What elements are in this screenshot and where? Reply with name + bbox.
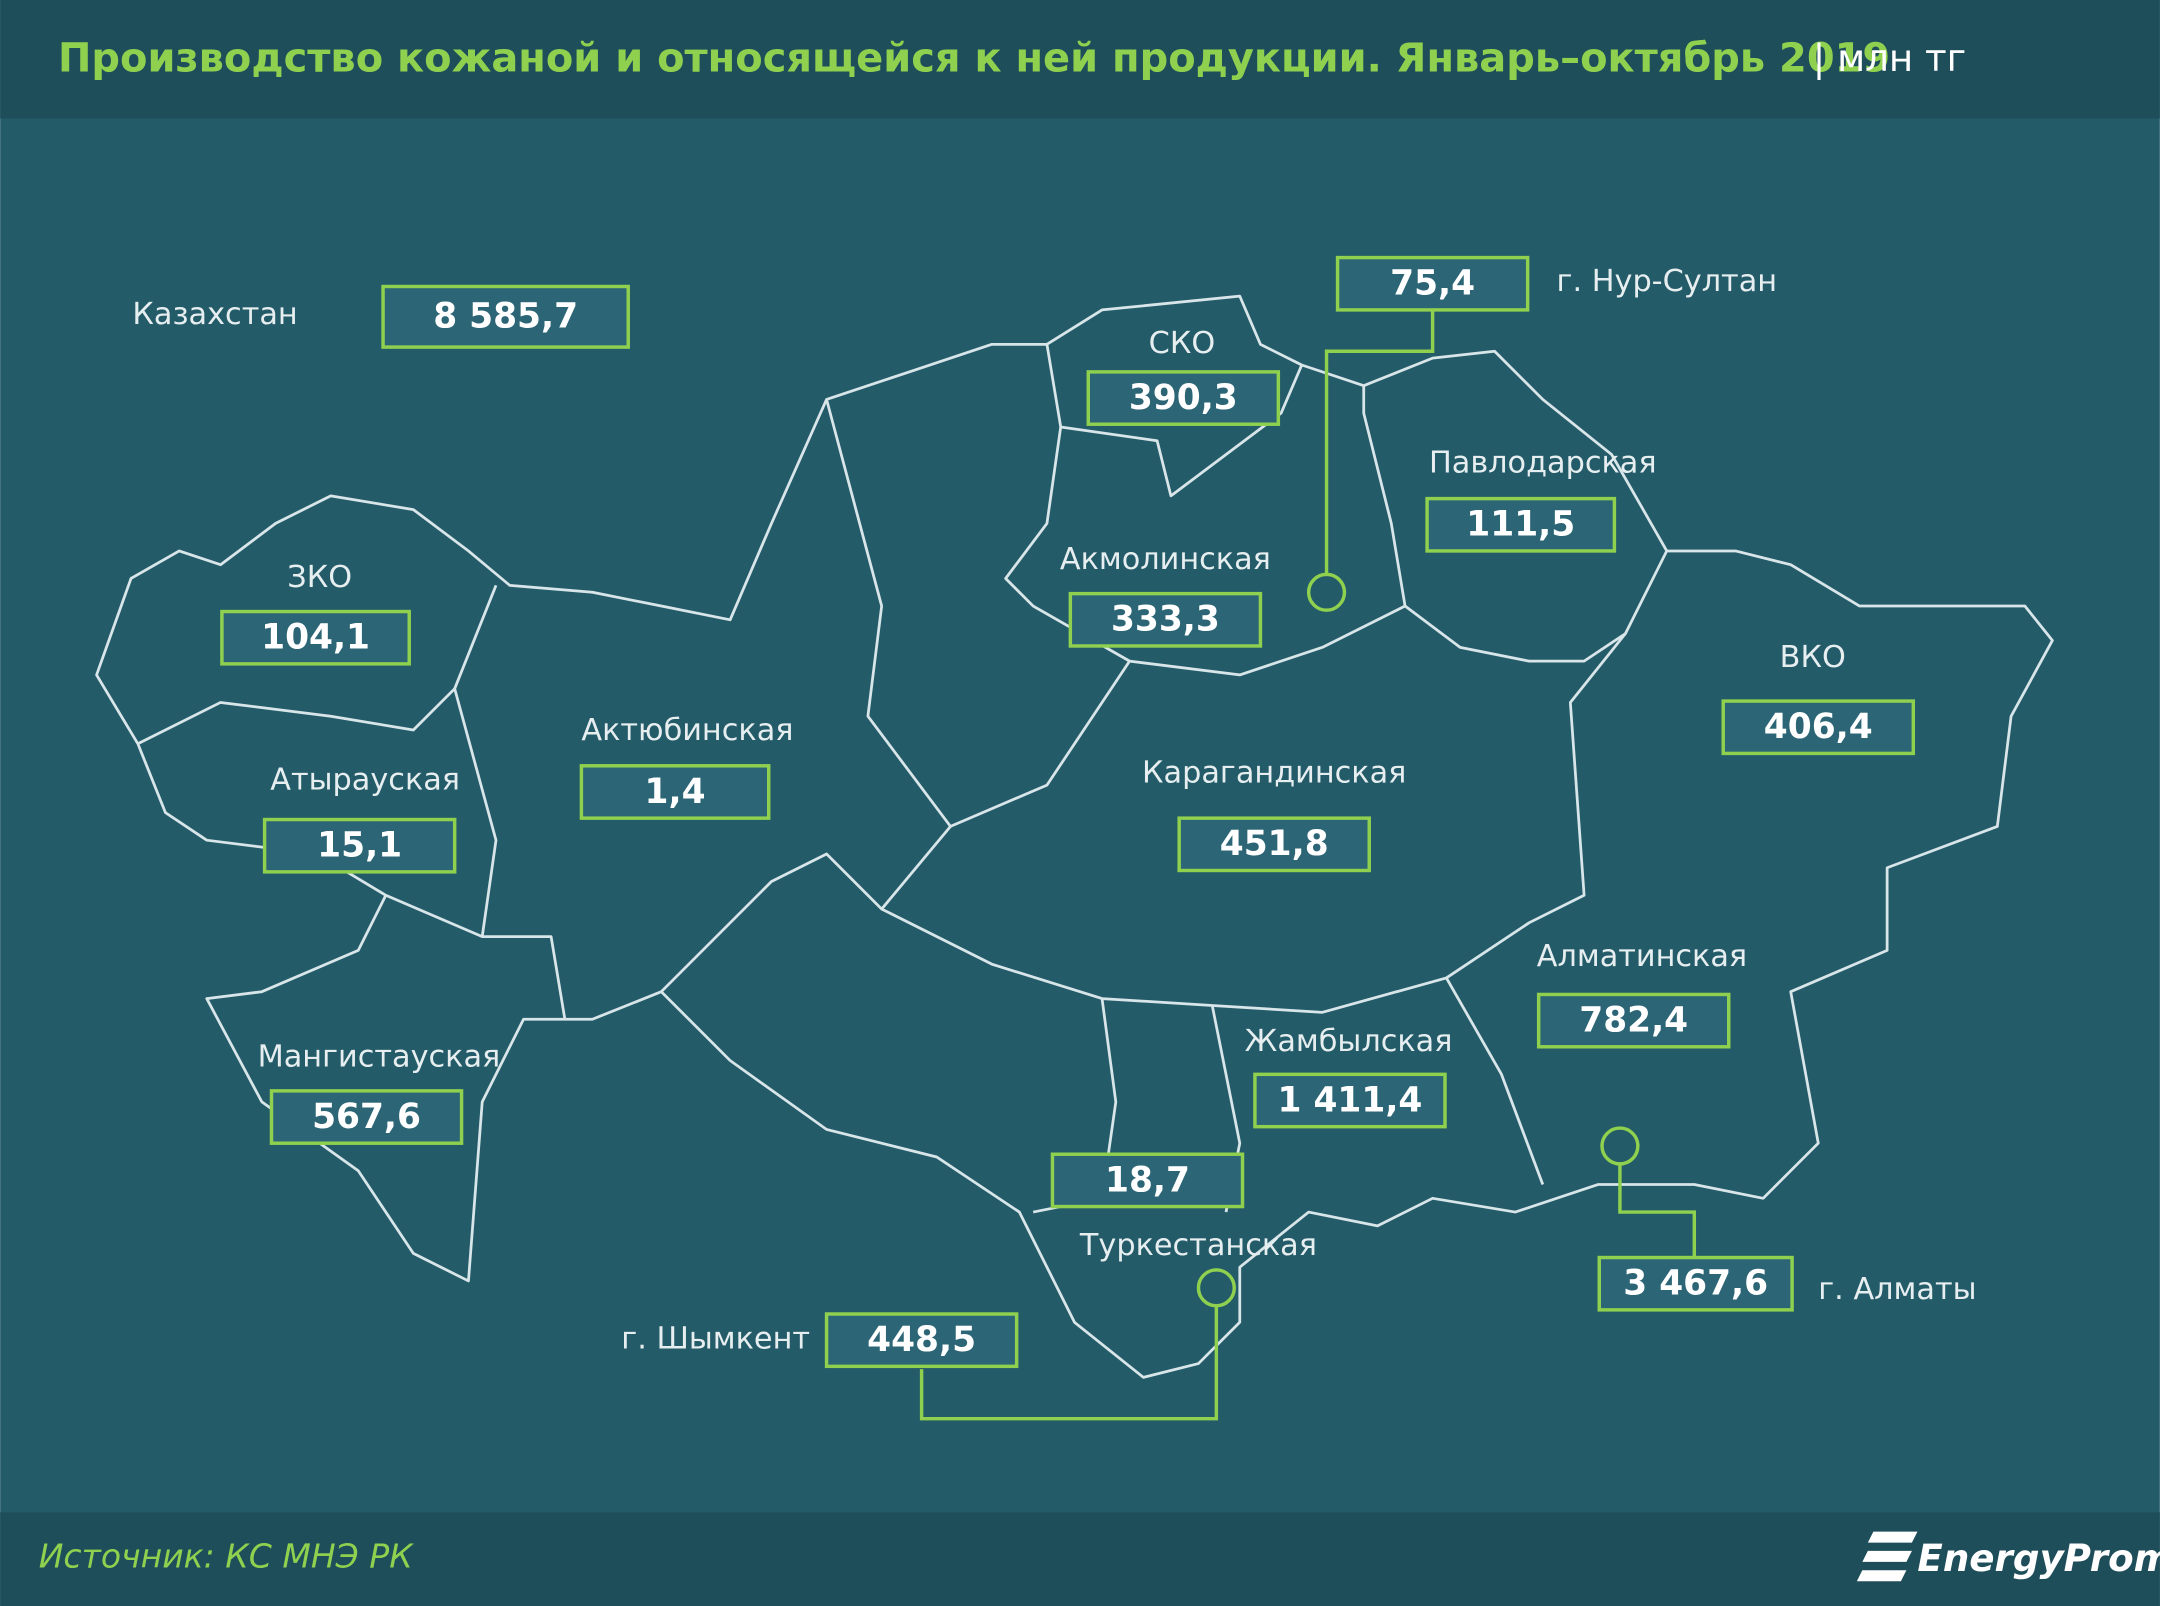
region-name: Актюбинская <box>581 713 793 748</box>
city-marker <box>1306 572 1347 612</box>
region-name: г. Нур-Султан <box>1557 264 1778 299</box>
value-box <box>1253 1072 1447 1129</box>
region-value: 1,4 <box>645 772 706 812</box>
region-value: 390,3 <box>1129 378 1238 418</box>
region-border <box>1445 977 1545 1186</box>
logo-text: EnergyProm <box>1917 1536 2160 1580</box>
region-name: Мангистауская <box>258 1039 501 1074</box>
region-name: Алматинская <box>1537 939 1747 974</box>
title-bar <box>0 0 2160 119</box>
source: Источник: КС МНЭ РК <box>39 1536 414 1575</box>
region-value: 3 467,6 <box>1623 1264 1768 1304</box>
region-name: г. Шымкент <box>621 1322 810 1357</box>
connector <box>1324 309 1435 575</box>
region-value: 448,5 <box>867 1320 976 1360</box>
footer-bar <box>0 1512 2160 1606</box>
total-box <box>381 284 630 349</box>
region-border <box>385 688 498 938</box>
value-box <box>579 764 771 820</box>
region-border <box>949 385 1407 828</box>
value-box <box>262 817 457 874</box>
region-name: ВКО <box>1780 640 1846 675</box>
value-box <box>1050 1152 1245 1209</box>
value-box <box>1068 591 1263 648</box>
value-box <box>824 1312 1019 1369</box>
total-value: 8 585,7 <box>433 297 578 337</box>
region-value: 18,7 <box>1105 1160 1190 1200</box>
region-name: Карагандинская <box>1142 756 1406 791</box>
region-name: Туркестанская <box>1079 1228 1317 1263</box>
region-value: 111,5 <box>1466 505 1575 545</box>
region-value: 782,4 <box>1579 1000 1688 1040</box>
region-name: г. Алматы <box>1818 1272 1976 1307</box>
region-value: 451,8 <box>1220 824 1329 864</box>
value-box <box>1721 699 1916 756</box>
region-value: 75,4 <box>1390 264 1475 304</box>
region-border <box>482 935 567 1020</box>
region-value: 406,4 <box>1764 707 1873 747</box>
connector <box>1618 1163 1697 1258</box>
region-value: 1 411,4 <box>1278 1080 1423 1120</box>
region-name: ЗКО <box>287 560 352 595</box>
region-border <box>137 584 498 746</box>
total-label: Казахстан <box>132 297 297 332</box>
region-border <box>1404 604 1627 663</box>
unit: | млн тг <box>1813 36 1966 80</box>
value-box <box>1335 255 1530 312</box>
connector <box>919 1305 1219 1421</box>
city-marker <box>1196 1268 1236 1308</box>
title: Производство кожаной и относящейся к ней… <box>58 36 1890 82</box>
value-box <box>1536 992 1731 1049</box>
value-box <box>1597 1255 1794 1312</box>
region-border <box>1060 364 1304 498</box>
city-marker <box>1600 1126 1640 1166</box>
value-box <box>1086 370 1281 426</box>
region-name: Жамбылская <box>1245 1024 1453 1059</box>
region-value: 567,6 <box>312 1097 421 1137</box>
regions: СКО 390,3 г. Нур-Султан 75,4 Павлодарская 111… <box>220 255 1977 1421</box>
logo-icon <box>1856 1531 1918 1582</box>
region-name: СКО <box>1149 326 1216 361</box>
region-border <box>660 399 952 993</box>
value-box <box>1425 496 1617 553</box>
value-box <box>220 609 411 666</box>
region-value: 15,1 <box>317 826 402 866</box>
logo: EnergyProm <box>1856 1531 2160 1582</box>
region-value: 104,1 <box>261 618 370 658</box>
map <box>95 294 2054 1379</box>
value-box <box>269 1089 464 1145</box>
value-box <box>1177 816 1371 873</box>
region-value: 333,3 <box>1111 600 1220 640</box>
region-name: Павлодарская <box>1429 446 1657 481</box>
region-name: Атырауская <box>270 762 460 797</box>
region-name: Акмолинская <box>1060 542 1271 577</box>
region-border <box>1004 344 1131 663</box>
country-outline <box>95 294 2054 1379</box>
